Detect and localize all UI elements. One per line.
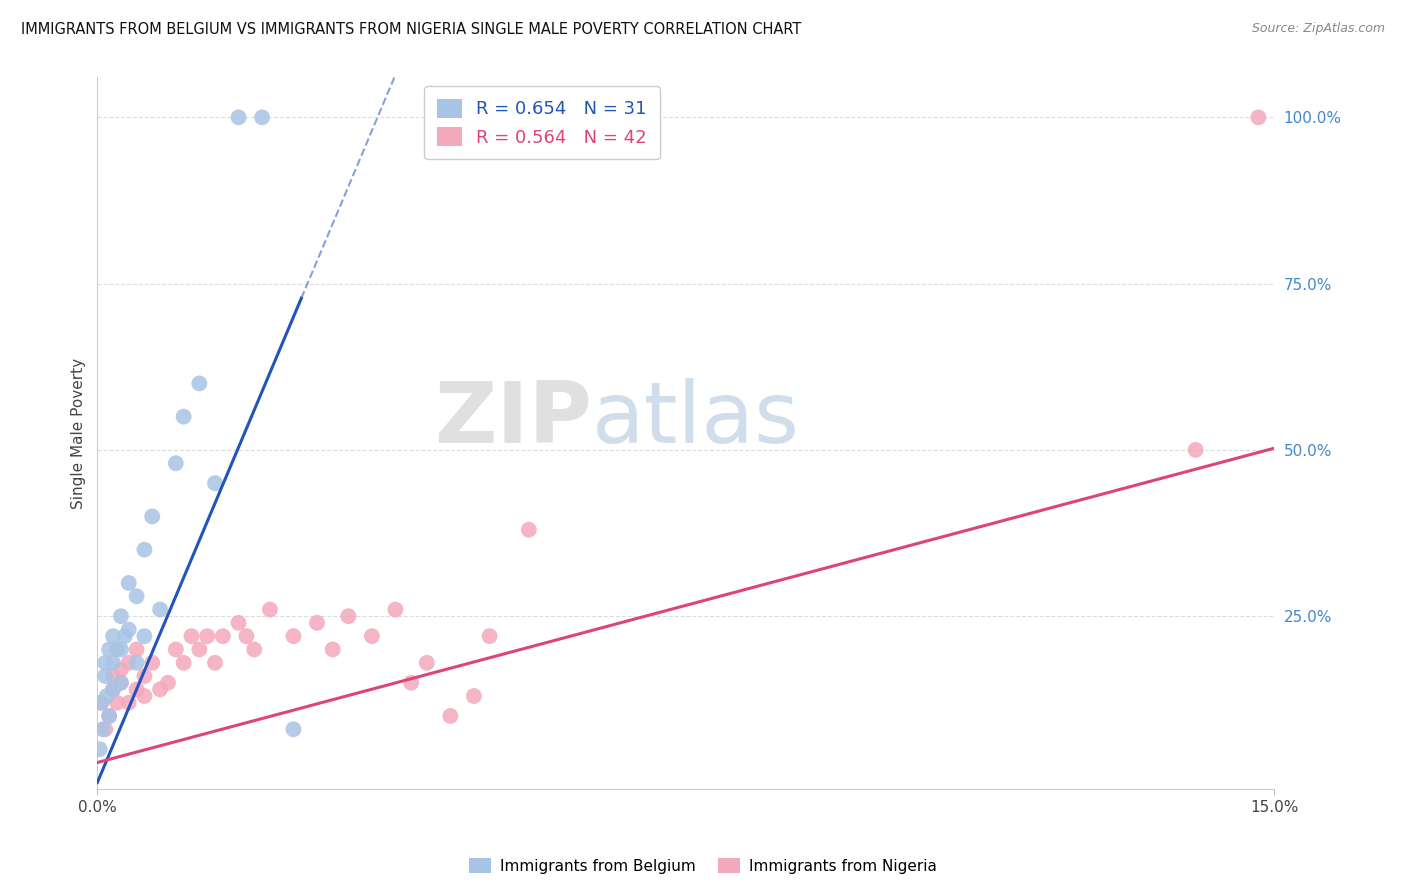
Point (101, 656, 124, 670)
Point (110, 642, 132, 657)
Point (125, 642, 148, 657)
Point (322, 642, 344, 657)
Point (149, 602, 172, 616)
Point (463, 689, 485, 703)
Point (156, 675, 179, 690)
Point (89, 742, 111, 756)
Point (228, 615, 250, 630)
Point (125, 682, 148, 697)
Point (212, 629, 235, 643)
Point (94, 723, 117, 737)
Point (101, 669, 124, 683)
Point (90, 696, 112, 710)
Point (110, 662, 132, 676)
Point (149, 682, 172, 697)
Point (180, 629, 202, 643)
Point (141, 656, 163, 670)
Point (243, 642, 266, 657)
Point (204, 476, 226, 491)
Text: IMMIGRANTS FROM BELGIUM VS IMMIGRANTS FROM NIGERIA SINGLE MALE POVERTY CORRELATI: IMMIGRANTS FROM BELGIUM VS IMMIGRANTS FR… (21, 22, 801, 37)
Point (101, 682, 124, 697)
Point (125, 589, 148, 603)
Point (134, 689, 156, 703)
Point (118, 696, 141, 710)
Point (228, 111, 250, 125)
Point (110, 675, 132, 690)
Point (94, 669, 117, 683)
Point (517, 523, 540, 537)
Point (204, 656, 226, 670)
Point (384, 602, 406, 616)
Point (110, 609, 132, 624)
Point (478, 629, 501, 643)
Text: atlas: atlas (592, 377, 800, 460)
Point (101, 629, 124, 643)
Point (110, 675, 132, 690)
Point (98, 709, 121, 723)
Legend: R = 0.654   N = 31, R = 0.564   N = 42: R = 0.654 N = 31, R = 0.564 N = 42 (425, 87, 659, 160)
Point (250, 111, 273, 125)
Point (399, 675, 422, 690)
Point (96, 689, 118, 703)
Point (337, 609, 360, 624)
Point (195, 629, 218, 643)
Point (91, 723, 114, 737)
Point (125, 656, 148, 670)
Point (98, 709, 121, 723)
Point (283, 629, 305, 643)
Point (165, 642, 187, 657)
Point (141, 509, 163, 524)
Point (188, 642, 211, 657)
Point (283, 723, 305, 737)
Point (439, 709, 461, 723)
Text: ZIP: ZIP (434, 377, 592, 460)
Point (90, 696, 112, 710)
Point (94, 656, 117, 670)
Point (173, 409, 195, 424)
Point (118, 623, 141, 637)
Point (118, 576, 141, 591)
Point (188, 376, 211, 391)
Point (134, 629, 156, 643)
Point (98, 642, 121, 657)
Point (173, 656, 195, 670)
Point (118, 656, 141, 670)
Text: Source: ZipAtlas.com: Source: ZipAtlas.com (1251, 22, 1385, 36)
Point (416, 656, 439, 670)
Point (235, 629, 257, 643)
Point (1247, 111, 1270, 125)
Legend: Immigrants from Belgium, Immigrants from Nigeria: Immigrants from Belgium, Immigrants from… (463, 852, 943, 880)
Point (134, 542, 156, 557)
Point (259, 602, 281, 616)
Point (361, 629, 384, 643)
Point (1184, 442, 1206, 457)
Y-axis label: Single Male Poverty: Single Male Poverty (72, 358, 86, 508)
Point (165, 456, 187, 470)
Point (105, 642, 128, 657)
Point (305, 615, 328, 630)
Point (134, 669, 156, 683)
Point (114, 629, 136, 643)
Point (105, 696, 128, 710)
Point (101, 682, 124, 697)
